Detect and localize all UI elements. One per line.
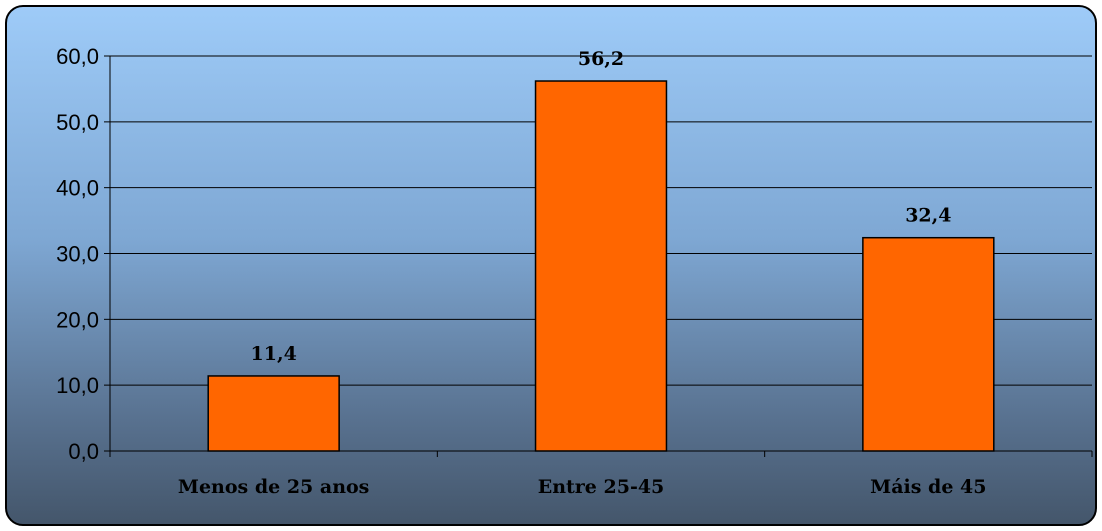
category-label: Máis de 45 — [870, 476, 986, 498]
y-tick-label: 50,0 — [56, 110, 99, 135]
category-label: Entre 25-45 — [538, 476, 665, 498]
data-label: 56,2 — [578, 48, 624, 70]
bar — [534, 80, 668, 452]
data-label: 32,4 — [905, 205, 951, 227]
y-tick-label: 20,0 — [56, 307, 99, 332]
y-tick-label: 0,0 — [68, 439, 99, 464]
bar — [207, 375, 340, 452]
y-tick-label: 30,0 — [56, 242, 99, 267]
data-label: 11,4 — [251, 343, 297, 365]
category-label: Menos de 25 anos — [178, 476, 369, 498]
y-tick-label: 60,0 — [56, 44, 99, 69]
y-tick-label: 40,0 — [56, 176, 99, 201]
y-tick-label: 10,0 — [56, 373, 99, 398]
bar-chart: 0,0 10,0 20,0 30,0 40,0 50,0 60,0 11,4 Menos de … — [56, 44, 1093, 498]
chart-frame: 0,0 10,0 20,0 30,0 40,0 50,0 60,0 11,4 Menos de … — [5, 5, 1097, 526]
bar — [862, 236, 995, 452]
